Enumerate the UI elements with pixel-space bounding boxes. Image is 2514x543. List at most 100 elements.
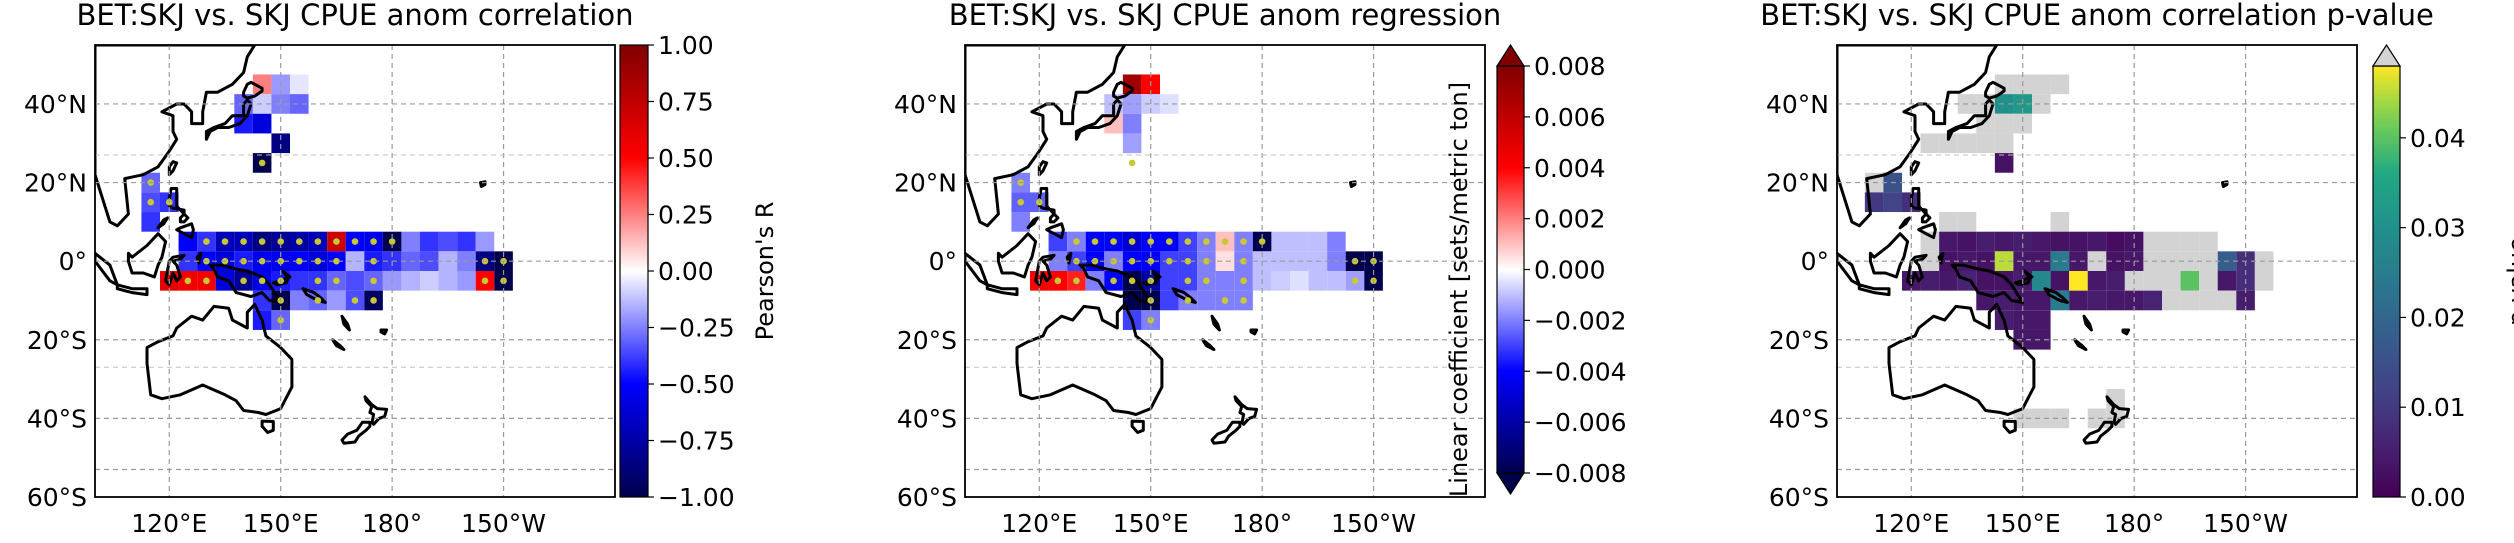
coastline	[1210, 420, 1242, 445]
coastline	[1909, 160, 1921, 177]
x-tick-label: 150°E	[1113, 509, 1189, 538]
coastline	[167, 160, 179, 177]
significance-dot	[314, 277, 322, 285]
coastline	[2043, 287, 2069, 304]
coastline	[1074, 98, 1123, 141]
colorbar-extend-min	[1495, 472, 1526, 496]
grid-cell	[1976, 231, 1995, 252]
grid-cell	[475, 231, 495, 252]
y-tick-label: 40°S	[897, 404, 957, 433]
significance-dot	[277, 238, 285, 245]
coastline	[2073, 338, 2088, 352]
grid-cell	[457, 231, 476, 252]
colorbar-tick-label: −0.25	[658, 314, 735, 343]
grid-cell	[2069, 271, 2088, 291]
grid-cell	[345, 251, 365, 271]
grid-cell	[1957, 133, 1977, 154]
coastline	[1201, 338, 1216, 352]
coastline	[204, 98, 253, 141]
coastline	[1837, 251, 1861, 287]
grid-cell	[2032, 408, 2051, 429]
y-tick-label: 0°	[1801, 247, 1829, 276]
y-tick-label: 40°S	[27, 404, 87, 433]
coastline	[1034, 253, 1056, 287]
grid-cell	[1994, 113, 2014, 134]
x-tick-label: 120°E	[131, 509, 207, 538]
significance-dot	[351, 297, 359, 304]
grid-cell	[1327, 231, 1346, 252]
panel-1: BET:SKJ vs. SKJ CPUE anom correlation 40°…	[24, 0, 779, 538]
grid-cell	[271, 133, 290, 154]
y-tick-label: 60°S	[897, 483, 957, 512]
coastline	[1233, 395, 1259, 426]
axes-frame	[1836, 44, 2358, 498]
coastline	[1887, 302, 2036, 416]
y-tick-label: 20°N	[894, 169, 957, 198]
significance-dot	[1110, 238, 1117, 245]
grid-cell	[1308, 271, 1328, 291]
coastline	[340, 420, 372, 445]
y-tick-label: 40°N	[24, 90, 87, 119]
x-tick-label: 180°	[2104, 509, 2164, 538]
significance-dot	[1128, 238, 1136, 245]
y-tick-label: 60°S	[27, 483, 87, 512]
map-area	[1837, 45, 2357, 497]
grid-cell	[2106, 290, 2125, 311]
colorbar: 0.008 0.006 0.004 0.002 0.000 −0.002 −0.004 −0.…	[1445, 43, 1627, 497]
coastline	[164, 253, 186, 287]
grid-cell	[2106, 231, 2125, 252]
grid-cell	[2050, 231, 2070, 252]
colorbar-extend-max	[1495, 43, 1526, 67]
grid-cell	[2180, 290, 2200, 311]
colorbar-tick-label: −0.008	[1534, 459, 1627, 488]
coastline	[1210, 314, 1221, 332]
coastline	[2221, 180, 2229, 188]
grid-cell	[1160, 94, 1179, 114]
colorbar-tick-label: 0.00	[658, 257, 714, 286]
coastline	[1909, 187, 1928, 216]
coastline	[1130, 419, 1145, 434]
significance-dot	[1240, 238, 1247, 245]
x-tick-label: 180°	[362, 509, 422, 538]
grid-cell	[2032, 310, 2051, 330]
colorbar-tick-label: 0.00	[2410, 483, 2466, 512]
coastline	[1946, 98, 1995, 141]
significance-dot	[333, 238, 340, 245]
significance-dot	[147, 198, 155, 206]
significance-dot	[1128, 159, 1136, 167]
significance-dot	[203, 277, 210, 285]
significance-dot	[1203, 277, 1210, 285]
significance-dot	[370, 257, 377, 265]
colorbar-tick-label: −0.006	[1534, 408, 1627, 437]
coastline	[208, 263, 283, 304]
grid-cell	[2032, 231, 2051, 252]
grid-cell	[2124, 231, 2144, 252]
grid-cell	[141, 212, 160, 232]
coastline	[2082, 420, 2114, 445]
grid-cell	[2217, 271, 2237, 291]
grid-cell	[2032, 251, 2051, 271]
grid-cell	[2217, 290, 2237, 311]
x-tick-label: 150°W	[461, 509, 546, 538]
coastline	[1868, 232, 1910, 279]
grid-cell	[1011, 212, 1030, 232]
grid-cell	[1994, 94, 2014, 114]
grid-cell	[2087, 290, 2107, 311]
coastline	[1026, 216, 1039, 230]
coastline	[2082, 314, 2093, 332]
significance-dot	[1184, 257, 1192, 265]
coastline	[1037, 160, 1049, 177]
coastline	[1837, 45, 1999, 228]
panel-title: BET:SKJ vs. SKJ CPUE anom correlation	[76, 0, 633, 32]
coastline	[1249, 328, 1259, 336]
coastline	[126, 232, 168, 279]
colorbar-tick-label: 0.004	[1534, 154, 1606, 183]
grid-cell	[1308, 231, 1328, 252]
significance-dot	[1017, 198, 1025, 206]
colorbar: 1.00 0.75 0.50 0.25 0.00 −0.25 −0.50 −0.75 −1.00…	[619, 31, 779, 512]
x-tick-label: 150°E	[1985, 509, 2061, 538]
grid-cell	[290, 74, 309, 95]
grid-cell	[290, 94, 309, 114]
grid-cell	[1160, 271, 1179, 291]
significance-dot	[388, 238, 396, 245]
